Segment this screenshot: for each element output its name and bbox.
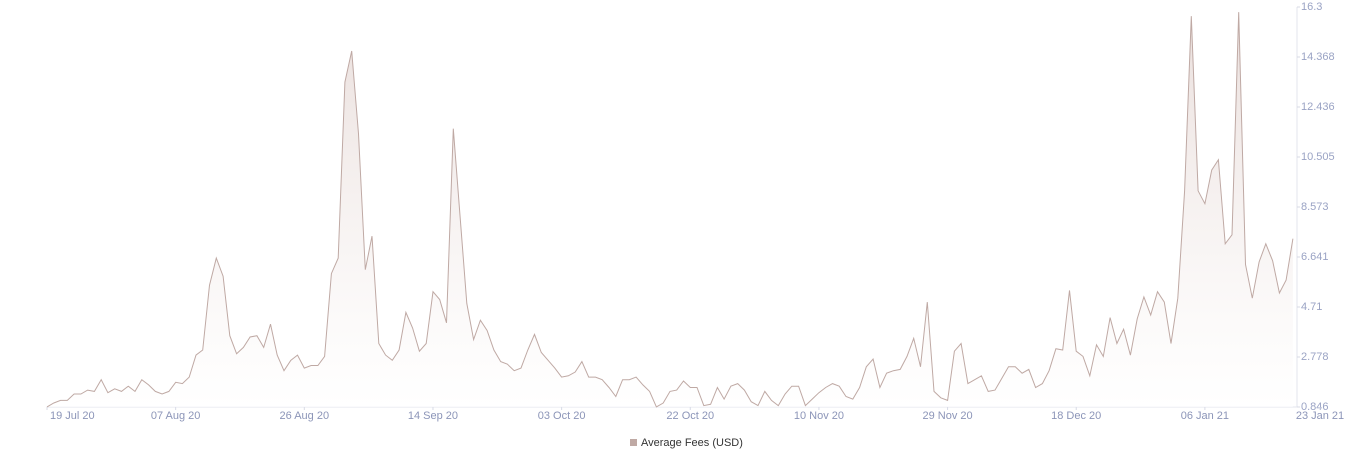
legend-swatch xyxy=(630,439,637,446)
line xyxy=(46,12,1294,408)
y-tick-label: 6.641 xyxy=(1301,251,1329,263)
x-tick-label: 03 Oct 20 xyxy=(538,410,586,422)
y-tick-label: 16.3 xyxy=(1301,1,1322,13)
area-fill xyxy=(47,12,1293,407)
x-tick-label: 19 Jul 20 xyxy=(50,410,95,422)
x-tick-label: 22 Oct 20 xyxy=(666,410,714,422)
y-tick-label: 2.778 xyxy=(1301,351,1329,363)
y-tick-label: 10.505 xyxy=(1301,151,1335,163)
y-tick-label: 4.71 xyxy=(1301,301,1322,313)
x-tick-label: 23 Jan 21 xyxy=(1296,410,1344,422)
y-tick-label: 8.573 xyxy=(1301,201,1329,213)
x-tick-label: 18 Dec 20 xyxy=(1051,410,1101,422)
y-tick-label: 0.846 xyxy=(1301,401,1329,413)
x-tick-label: 26 Aug 20 xyxy=(280,410,330,422)
x-tick-label: 14 Sep 20 xyxy=(408,410,458,422)
x-tick-label: 07 Aug 20 xyxy=(151,410,201,422)
y-tick-label: 12.436 xyxy=(1301,101,1335,113)
y-tick-label: 14.368 xyxy=(1301,51,1335,63)
x-tick-label: 10 Nov 20 xyxy=(794,410,844,422)
x-tick-label: 29 Nov 20 xyxy=(923,410,973,422)
legend-label: Average Fees (USD) xyxy=(641,437,743,449)
x-tick-label: 06 Jan 21 xyxy=(1181,410,1229,422)
